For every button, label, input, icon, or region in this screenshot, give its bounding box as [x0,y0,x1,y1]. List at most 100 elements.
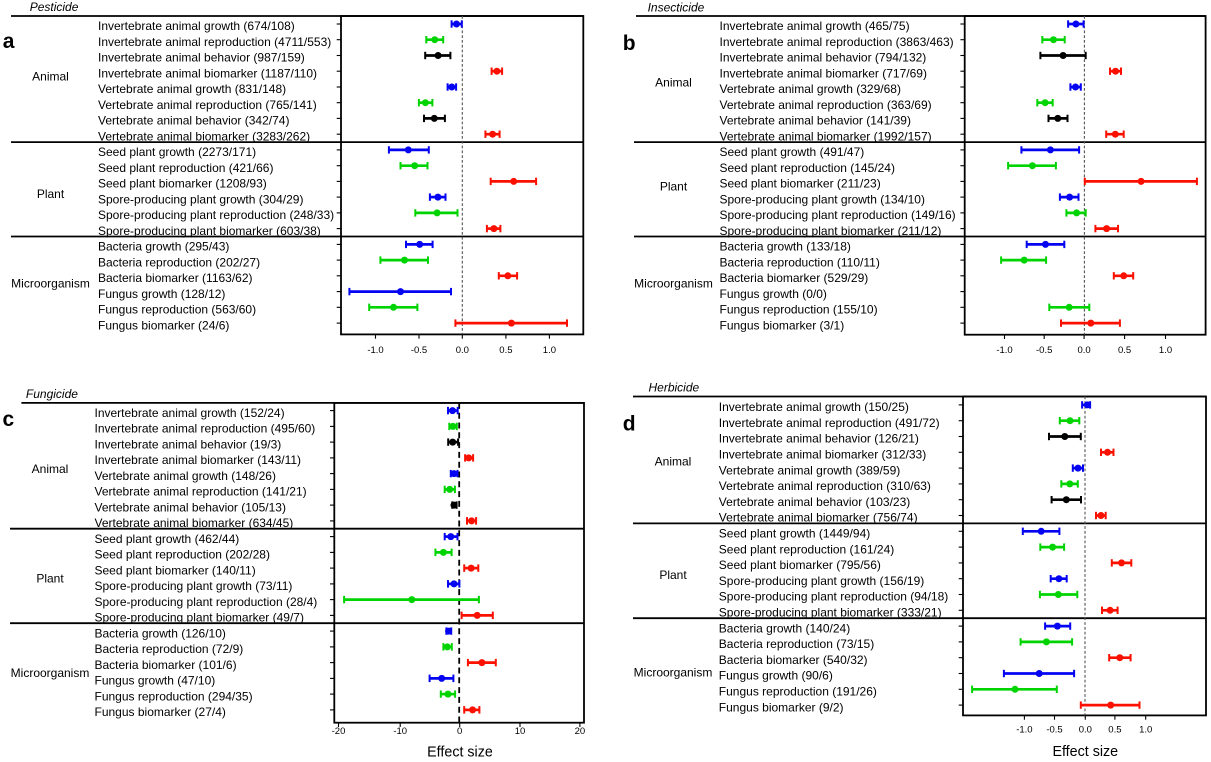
svg-text:Spore-producing plant growth (: Spore-producing plant growth (156/19) [719,574,924,588]
svg-text:Vertebrate animal behavior (34: Vertebrate animal behavior (342/74) [98,114,289,128]
svg-text:-1.0: -1.0 [1016,725,1032,736]
svg-text:Spore-producing plant growth (: Spore-producing plant growth (73/11) [95,579,293,593]
svg-text:20: 20 [575,726,586,737]
svg-text:Pesticide: Pesticide [30,0,79,14]
svg-text:Seed plant reproduction (161/2: Seed plant reproduction (161/24) [719,542,894,556]
svg-text:-10: -10 [393,726,407,737]
svg-text:Bacteria reproduction (73/15): Bacteria reproduction (73/15) [719,637,874,651]
svg-text:Invertebrate animal behavior (: Invertebrate animal behavior (126/21) [719,432,919,446]
svg-text:Bacteria growth (295/43): Bacteria growth (295/43) [98,240,229,254]
svg-text:Invertebrate animal reproducti: Invertebrate animal reproduction (3863/4… [720,35,954,49]
svg-text:Invertebrate animal growth (46: Invertebrate animal growth (465/75) [720,19,910,33]
svg-text:Vertebrate animal behavior (14: Vertebrate animal behavior (141/39) [720,114,911,128]
svg-text:Bacteria growth (126/10): Bacteria growth (126/10) [95,626,226,640]
svg-text:Microorganism: Microorganism [634,277,713,291]
svg-text:Invertebrate animal biomarker: Invertebrate animal biomarker (1187/110) [98,66,317,80]
svg-text:Animal: Animal [32,462,69,476]
svg-text:Fungus growth (90/6): Fungus growth (90/6) [719,669,833,683]
svg-text:Seed plant reproduction (145/2: Seed plant reproduction (145/24) [720,161,895,175]
svg-text:Effect size: Effect size [427,744,493,760]
svg-text:Seed plant growth (491/47): Seed plant growth (491/47) [720,145,865,159]
svg-text:Plant: Plant [37,187,65,201]
svg-text:Bacteria reproduction (72/9): Bacteria reproduction (72/9) [95,642,244,656]
svg-text:Invertebrate animal behavior (: Invertebrate animal behavior (794/132) [720,51,927,65]
svg-text:Fungus biomarker (9/2): Fungus biomarker (9/2) [719,700,844,714]
svg-text:Spore-producing plant biomarke: Spore-producing plant biomarker (333/21) [719,606,942,620]
svg-text:Seed plant growth (2273/171): Seed plant growth (2273/171) [98,145,256,159]
svg-text:Bacteria biomarker (101/6): Bacteria biomarker (101/6) [95,658,237,672]
svg-text:Effect size: Effect size [1052,744,1118,760]
svg-text:Spore-producing plant biomarke: Spore-producing plant biomarker (211/12) [720,224,942,238]
svg-text:Microorganism: Microorganism [634,665,713,679]
svg-text:Vertebrate animal biomarker (6: Vertebrate animal biomarker (634/45) [95,516,294,530]
svg-text:Seed plant biomarker (140/11): Seed plant biomarker (140/11) [95,563,256,577]
svg-text:Herbicide: Herbicide [649,381,700,395]
svg-text:Vertebrate animal growth (329/: Vertebrate animal growth (329/68) [720,82,901,96]
svg-text:0.5: 0.5 [1108,725,1121,736]
svg-text:Seed plant growth (462/44): Seed plant growth (462/44) [95,532,240,546]
svg-text:Vertebrate animal biomarker (3: Vertebrate animal biomarker (3283/262) [98,129,310,143]
svg-text:Spore-producing plant growth (: Spore-producing plant growth (134/10) [720,192,925,206]
svg-text:Invertebrate animal biomarker: Invertebrate animal biomarker (312/33) [719,448,926,462]
svg-text:Microorganism: Microorganism [11,277,90,291]
svg-text:Bacteria reproduction (202/27): Bacteria reproduction (202/27) [98,255,260,269]
svg-text:Seed plant growth (1449/94): Seed plant growth (1449/94) [719,527,870,541]
svg-text:Fungicide: Fungicide [26,387,78,401]
svg-text:Fungus growth (128/12): Fungus growth (128/12) [98,287,225,301]
svg-text:Bacteria growth (133/18): Bacteria growth (133/18) [720,240,851,254]
svg-text:Spore-producing plant reproduc: Spore-producing plant reproduction (248/… [98,208,334,222]
svg-text:Fungus reproduction (294/35): Fungus reproduction (294/35) [95,689,253,703]
svg-text:Vertebrate animal reproduction: Vertebrate animal reproduction (765/141) [98,98,317,112]
svg-text:Vertebrate animal reproduction: Vertebrate animal reproduction (310/63) [719,479,931,493]
svg-text:Fungus biomarker (24/6): Fungus biomarker (24/6) [98,318,229,332]
svg-text:Spore-producing plant reproduc: Spore-producing plant reproduction (149/… [720,208,956,222]
svg-text:0: 0 [457,726,462,737]
svg-text:Spore-producing plant biomarke: Spore-producing plant biomarker (49/7) [95,611,304,625]
svg-text:Plant: Plant [36,572,64,586]
svg-text:Bacteria growth (140/24): Bacteria growth (140/24) [719,621,850,635]
svg-text:Insecticide: Insecticide [648,0,705,14]
svg-text:Invertebrate animal reproducti: Invertebrate animal reproduction (495/60… [95,422,316,436]
svg-text:Bacteria reproduction (110/11): Bacteria reproduction (110/11) [720,255,880,269]
svg-text:c: c [3,408,15,431]
svg-text:Seed plant reproduction (421/6: Seed plant reproduction (421/66) [98,161,273,175]
svg-text:Vertebrate animal behavior (10: Vertebrate animal behavior (105/13) [95,500,286,514]
svg-text:d: d [623,413,636,436]
svg-text:-20: -20 [332,726,346,737]
svg-text:Animal: Animal [32,70,69,84]
svg-text:Seed plant reproduction (202/2: Seed plant reproduction (202/28) [95,548,270,562]
svg-text:0.0: 0.0 [1079,725,1092,736]
svg-text:0.0: 0.0 [1077,345,1090,356]
svg-text:Invertebrate animal biomarker: Invertebrate animal biomarker (717/69) [720,66,927,80]
svg-text:10: 10 [515,726,526,737]
svg-text:Invertebrate animal biomarker: Invertebrate animal biomarker (143/11) [95,453,302,467]
svg-text:Invertebrate animal reproducti: Invertebrate animal reproduction (4711/5… [98,35,331,49]
svg-text:Bacteria biomarker (529/29): Bacteria biomarker (529/29) [720,271,869,285]
svg-text:Fungus reproduction (155/10): Fungus reproduction (155/10) [720,303,878,317]
svg-text:-1.0: -1.0 [996,345,1012,356]
svg-text:Spore-producing plant biomarke: Spore-producing plant biomarker (603/38) [98,224,321,238]
svg-text:1.0: 1.0 [1139,725,1152,736]
svg-text:Fungus biomarker (3/1): Fungus biomarker (3/1) [720,318,845,332]
svg-text:Vertebrate animal growth (831/: Vertebrate animal growth (831/148) [98,82,286,96]
svg-text:0.5: 0.5 [1118,345,1131,356]
svg-text:Microorganism: Microorganism [11,666,90,680]
svg-text:Invertebrate animal behavior (: Invertebrate animal behavior (987/159) [98,51,305,65]
svg-text:Vertebrate animal behavior (10: Vertebrate animal behavior (103/23) [719,495,910,509]
svg-text:b: b [623,32,636,55]
svg-text:Invertebrate animal growth (15: Invertebrate animal growth (152/24) [95,406,285,420]
svg-text:Vertebrate animal growth (148/: Vertebrate animal growth (148/26) [95,469,276,483]
svg-text:0.5: 0.5 [499,345,512,356]
svg-text:Invertebrate animal growth (67: Invertebrate animal growth (674/108) [98,19,295,33]
svg-text:Invertebrate animal behavior (: Invertebrate animal behavior (19/3) [95,437,282,451]
svg-text:1.0: 1.0 [543,345,556,356]
svg-text:1.0: 1.0 [1159,345,1172,356]
svg-text:Fungus growth (47/10): Fungus growth (47/10) [95,674,216,688]
svg-text:Spore-producing plant reproduc: Spore-producing plant reproduction (94/1… [719,590,948,604]
svg-text:Vertebrate animal reproduction: Vertebrate animal reproduction (141/21) [95,485,307,499]
svg-text:Vertebrate animal biomarker (7: Vertebrate animal biomarker (756/74) [719,511,918,525]
svg-text:Seed plant biomarker (1208/93): Seed plant biomarker (1208/93) [98,177,267,191]
svg-text:Spore-producing plant reproduc: Spore-producing plant reproduction (28/4… [95,595,318,609]
svg-text:Vertebrate animal growth (389/: Vertebrate animal growth (389/59) [719,463,900,477]
svg-text:Plant: Plant [660,180,688,194]
